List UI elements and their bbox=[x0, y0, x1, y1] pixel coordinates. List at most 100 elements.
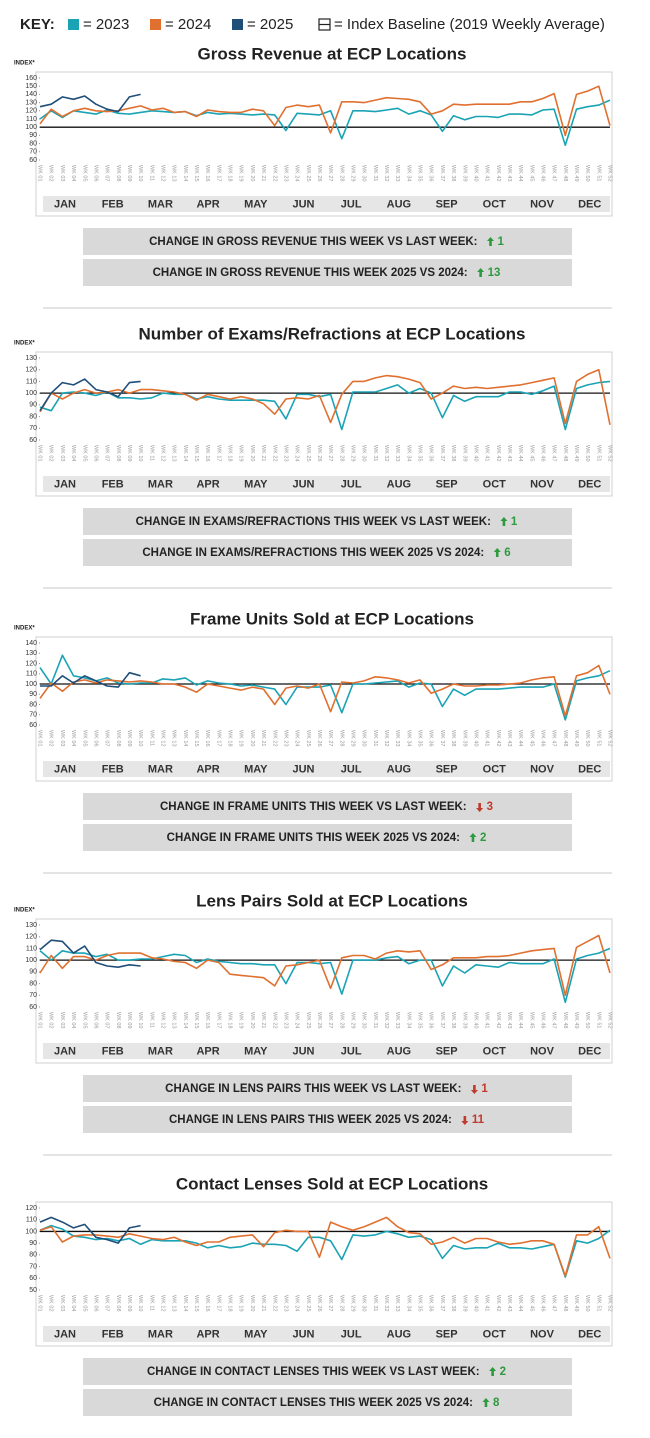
x-tick-label: WK 23 bbox=[282, 1295, 288, 1312]
y-tick-label: 120 bbox=[25, 108, 37, 115]
change-arrow bbox=[470, 1085, 478, 1094]
x-tick-label: WK 30 bbox=[361, 730, 367, 747]
x-tick-label: WK 36 bbox=[428, 1295, 434, 1312]
x-tick-label: WK 31 bbox=[372, 1012, 378, 1029]
x-tick-label: WK 35 bbox=[417, 1295, 423, 1312]
key-label: = 2025 bbox=[247, 16, 293, 33]
chart-frame bbox=[35, 351, 613, 497]
x-tick-label: WK 39 bbox=[461, 1295, 467, 1312]
x-tick-label: WK 24 bbox=[294, 1295, 300, 1312]
x-tick-label: WK 05 bbox=[81, 445, 87, 462]
x-tick-label: WK 34 bbox=[405, 445, 411, 462]
month-label: MAY bbox=[244, 1045, 268, 1057]
month-label: MAR bbox=[148, 763, 173, 775]
x-tick-label: WK 50 bbox=[584, 1012, 590, 1029]
x-tick-label: WK 12 bbox=[159, 1295, 165, 1312]
x-tick-label: WK 26 bbox=[316, 730, 322, 747]
x-tick-label: WK 52 bbox=[607, 445, 613, 462]
x-tick-label: WK 39 bbox=[461, 445, 467, 462]
x-tick-label: WK 21 bbox=[260, 1295, 266, 1312]
x-tick-label: WK 32 bbox=[383, 1012, 389, 1029]
x-tick-label: WK 24 bbox=[294, 445, 300, 462]
y-tick-label: 60 bbox=[29, 1004, 37, 1011]
x-tick-label: WK 05 bbox=[81, 165, 87, 182]
x-tick-label: WK 10 bbox=[137, 730, 143, 747]
x-tick-label: WK 13 bbox=[171, 165, 177, 182]
change-box bbox=[83, 1075, 572, 1102]
x-tick-label: WK 01 bbox=[37, 730, 43, 747]
x-tick-label: WK 46 bbox=[539, 730, 545, 747]
x-tick-label: WK 45 bbox=[528, 1012, 534, 1029]
change-box bbox=[83, 1389, 572, 1416]
change-label: CHANGE IN GROSS REVENUE THIS WEEK VS LAS… bbox=[149, 236, 477, 248]
month-label: SEP bbox=[436, 1328, 458, 1340]
x-tick-label: WK 34 bbox=[405, 1012, 411, 1029]
change-label: CHANGE IN LENS PAIRS THIS WEEK 2025 VS 2… bbox=[169, 1114, 452, 1126]
x-tick-label: WK 47 bbox=[551, 445, 557, 462]
y-tick-label: 140 bbox=[25, 640, 37, 647]
x-tick-label: WK 04 bbox=[70, 445, 76, 462]
x-tick-label: WK 16 bbox=[204, 1012, 210, 1029]
x-tick-label: WK 37 bbox=[439, 165, 445, 182]
change-value: 3 bbox=[487, 801, 493, 813]
x-tick-label: WK 14 bbox=[182, 730, 188, 747]
y-tick-label: 110 bbox=[26, 671, 37, 678]
y-tick-label: 100 bbox=[25, 1228, 37, 1235]
series-line bbox=[39, 380, 611, 431]
change-value: 1 bbox=[511, 516, 518, 528]
x-tick-label: WK 25 bbox=[305, 445, 311, 462]
month-label: APR bbox=[196, 763, 219, 775]
x-tick-label: WK 26 bbox=[316, 1295, 322, 1312]
x-tick-label: WK 36 bbox=[428, 165, 434, 182]
month-label: DEC bbox=[578, 1328, 601, 1340]
y-tick-label: 90 bbox=[29, 691, 37, 698]
x-tick-label: WK 52 bbox=[607, 1295, 613, 1312]
y-tick-label: 140 bbox=[25, 91, 37, 98]
x-tick-label: WK 09 bbox=[126, 730, 132, 747]
x-tick-label: WK 41 bbox=[484, 1295, 490, 1312]
x-tick-label: WK 12 bbox=[159, 165, 165, 182]
change-label: CHANGE IN FRAME UNITS THIS WEEK 2025 VS … bbox=[167, 832, 460, 844]
month-label: FEB bbox=[102, 478, 124, 490]
x-tick-label: WK 20 bbox=[249, 1012, 255, 1029]
change-box bbox=[83, 1358, 572, 1385]
chart-title: Frame Units Sold at ECP Locations bbox=[190, 609, 474, 628]
y-tick-label: 120 bbox=[25, 660, 37, 667]
month-label: AUG bbox=[387, 763, 411, 775]
x-tick-label: WK 30 bbox=[361, 1012, 367, 1029]
y-tick-label: 70 bbox=[29, 149, 37, 156]
x-tick-label: WK 27 bbox=[327, 165, 333, 182]
change-arrow bbox=[489, 1367, 497, 1376]
x-tick-label: WK 30 bbox=[361, 445, 367, 462]
x-tick-label: WK 06 bbox=[92, 445, 98, 462]
x-tick-label: WK 28 bbox=[338, 1012, 344, 1029]
x-tick-label: WK 43 bbox=[506, 165, 512, 182]
x-tick-label: WK 08 bbox=[115, 445, 121, 462]
x-tick-label: WK 40 bbox=[472, 165, 478, 182]
x-tick-label: WK 30 bbox=[361, 165, 367, 182]
x-tick-label: WK 43 bbox=[506, 730, 512, 747]
x-tick-label: WK 16 bbox=[204, 730, 210, 747]
x-tick-label: WK 51 bbox=[595, 1012, 601, 1029]
x-tick-label: WK 09 bbox=[126, 445, 132, 462]
x-tick-label: WK 19 bbox=[238, 445, 244, 462]
y-axis-label: INDEX* bbox=[14, 908, 35, 914]
x-tick-label: WK 25 bbox=[305, 1295, 311, 1312]
x-tick-label: WK 10 bbox=[137, 165, 143, 182]
x-tick-label: WK 30 bbox=[361, 1295, 367, 1312]
y-tick-label: 130 bbox=[25, 99, 37, 106]
key-label: = 2024 bbox=[165, 16, 211, 33]
x-tick-label: WK 50 bbox=[584, 1295, 590, 1312]
x-tick-label: WK 01 bbox=[37, 1012, 43, 1029]
x-tick-label: WK 29 bbox=[349, 445, 355, 462]
key-title: KEY: bbox=[20, 16, 55, 33]
month-label: OCT bbox=[483, 763, 507, 775]
month-label: JUL bbox=[341, 198, 362, 210]
x-tick-label: WK 45 bbox=[528, 730, 534, 747]
x-tick-label: WK 46 bbox=[539, 1295, 545, 1312]
x-tick-label: WK 11 bbox=[148, 730, 154, 746]
month-label: JUL bbox=[341, 763, 362, 775]
month-label: APR bbox=[196, 1045, 219, 1057]
x-tick-label: WK 44 bbox=[517, 165, 523, 182]
change-label: CHANGE IN EXAMS/REFRACTIONS THIS WEEK VS… bbox=[136, 516, 491, 528]
